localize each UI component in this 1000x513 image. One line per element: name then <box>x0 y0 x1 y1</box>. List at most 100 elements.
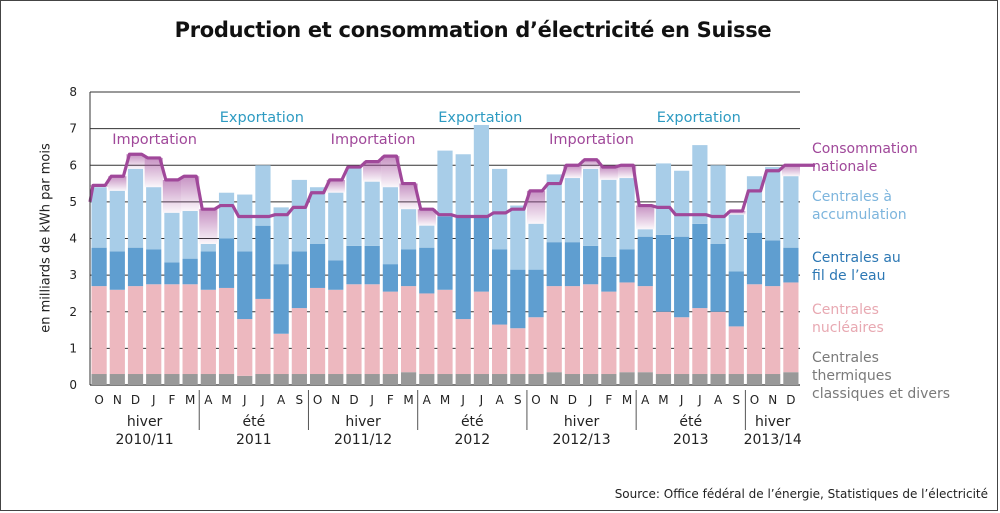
bar-segment <box>437 374 453 385</box>
season-label: hiver <box>564 414 600 430</box>
bar-segment <box>710 374 726 385</box>
bar-segment <box>382 187 398 265</box>
bar-segment <box>255 374 271 385</box>
bar-segment <box>255 298 271 375</box>
x-tick-label: A <box>496 393 505 407</box>
bar-segment <box>528 374 544 385</box>
season-label: hiver <box>127 414 163 430</box>
axes <box>89 92 746 430</box>
import-shade <box>526 190 546 224</box>
bar-segment <box>510 328 526 375</box>
bar-segment <box>218 238 235 288</box>
bar-segment <box>346 374 362 385</box>
bar-segment <box>127 374 144 385</box>
bar-segment <box>783 372 799 385</box>
bar-segment <box>583 245 599 285</box>
bar-segment <box>728 326 744 375</box>
x-tick-label: J <box>479 393 484 407</box>
bar-segment <box>400 249 417 287</box>
x-tick-label: M <box>440 393 450 407</box>
bar-segment <box>91 247 107 287</box>
import-overlay <box>88 152 815 244</box>
x-tick-label: J <box>242 393 247 407</box>
bar-segment <box>127 168 144 248</box>
bar-segment <box>655 163 672 235</box>
bar-segment <box>164 212 180 263</box>
bar-segment <box>601 374 617 385</box>
x-tick-label: S <box>732 393 740 407</box>
bar-segment <box>746 176 763 234</box>
bar-segment <box>146 374 162 385</box>
import-shade <box>144 157 163 188</box>
bar-segment <box>546 286 562 373</box>
import-shade <box>417 209 436 226</box>
bar-segment <box>746 374 763 385</box>
bar-segment <box>164 374 180 385</box>
x-tick-label: O <box>313 393 322 407</box>
bar-segment <box>674 170 690 237</box>
x-tick-label: D <box>349 393 358 407</box>
x-tick-label: D <box>568 393 577 407</box>
x-tick-label: A <box>714 393 723 407</box>
import-shade <box>599 167 618 180</box>
bar-segment <box>273 333 289 375</box>
x-tick-label: O <box>94 393 103 407</box>
bar-segment <box>473 124 490 217</box>
bar-segment <box>728 214 744 272</box>
bar-segment <box>564 286 581 375</box>
bar-segment <box>237 375 253 385</box>
x-tick-label: M <box>658 393 668 407</box>
bar-segment <box>200 251 216 290</box>
x-tick-label: N <box>331 393 340 407</box>
x-tick-label: F <box>168 393 175 407</box>
y-tick-label: 4 <box>69 232 77 246</box>
bar-segment <box>619 372 635 385</box>
x-tick-label: A <box>204 393 213 407</box>
legend-entry: Centrales au <box>812 250 901 266</box>
season-year-label: 2013 <box>673 432 709 448</box>
legend-entry: nucléaires <box>812 320 884 336</box>
bar-segment <box>109 374 125 385</box>
y-tick-label: 3 <box>69 268 77 282</box>
bar-segment <box>382 374 398 385</box>
bar-segment <box>346 245 362 285</box>
x-tick-label: M <box>403 393 413 407</box>
import-shade <box>326 179 345 193</box>
bar-segment <box>492 249 508 325</box>
bar-segment <box>692 223 708 309</box>
bar-segment <box>692 308 708 375</box>
bar-segment <box>746 284 763 375</box>
y-tick-label: 6 <box>69 158 77 172</box>
bar-segment <box>455 216 471 320</box>
bar-segment <box>364 245 380 285</box>
season-year-label: 2010/11 <box>116 432 174 448</box>
bar-segment <box>546 174 562 243</box>
x-tick-label: M <box>622 393 632 407</box>
y-tick-label: 7 <box>69 122 77 136</box>
annotations: Importation Exportation Importation Exporta… <box>112 110 741 148</box>
legend-entry: Consommation <box>812 141 918 157</box>
bar-segment <box>510 269 526 329</box>
bar-segment <box>765 240 781 287</box>
bar-segment <box>309 374 326 385</box>
bar-segment <box>200 289 216 375</box>
bar-segment <box>655 311 672 375</box>
bar-segment <box>291 374 307 385</box>
x-tick-label: N <box>550 393 559 407</box>
bar-segment <box>728 374 744 385</box>
legend-entry: Centrales <box>812 350 879 366</box>
bar-segment <box>637 236 653 287</box>
bar-segment <box>91 374 107 385</box>
legend-entry: accumulation <box>812 207 907 223</box>
bar-segment <box>765 374 781 385</box>
bar-segment <box>182 211 198 259</box>
bar-segment <box>255 225 271 299</box>
import-shade <box>399 183 418 210</box>
bar-segment <box>182 284 198 375</box>
bar-segment <box>218 192 235 239</box>
bar-segment <box>710 311 726 375</box>
bar-segment <box>655 374 672 385</box>
season-year-label: 2011/12 <box>334 432 392 448</box>
